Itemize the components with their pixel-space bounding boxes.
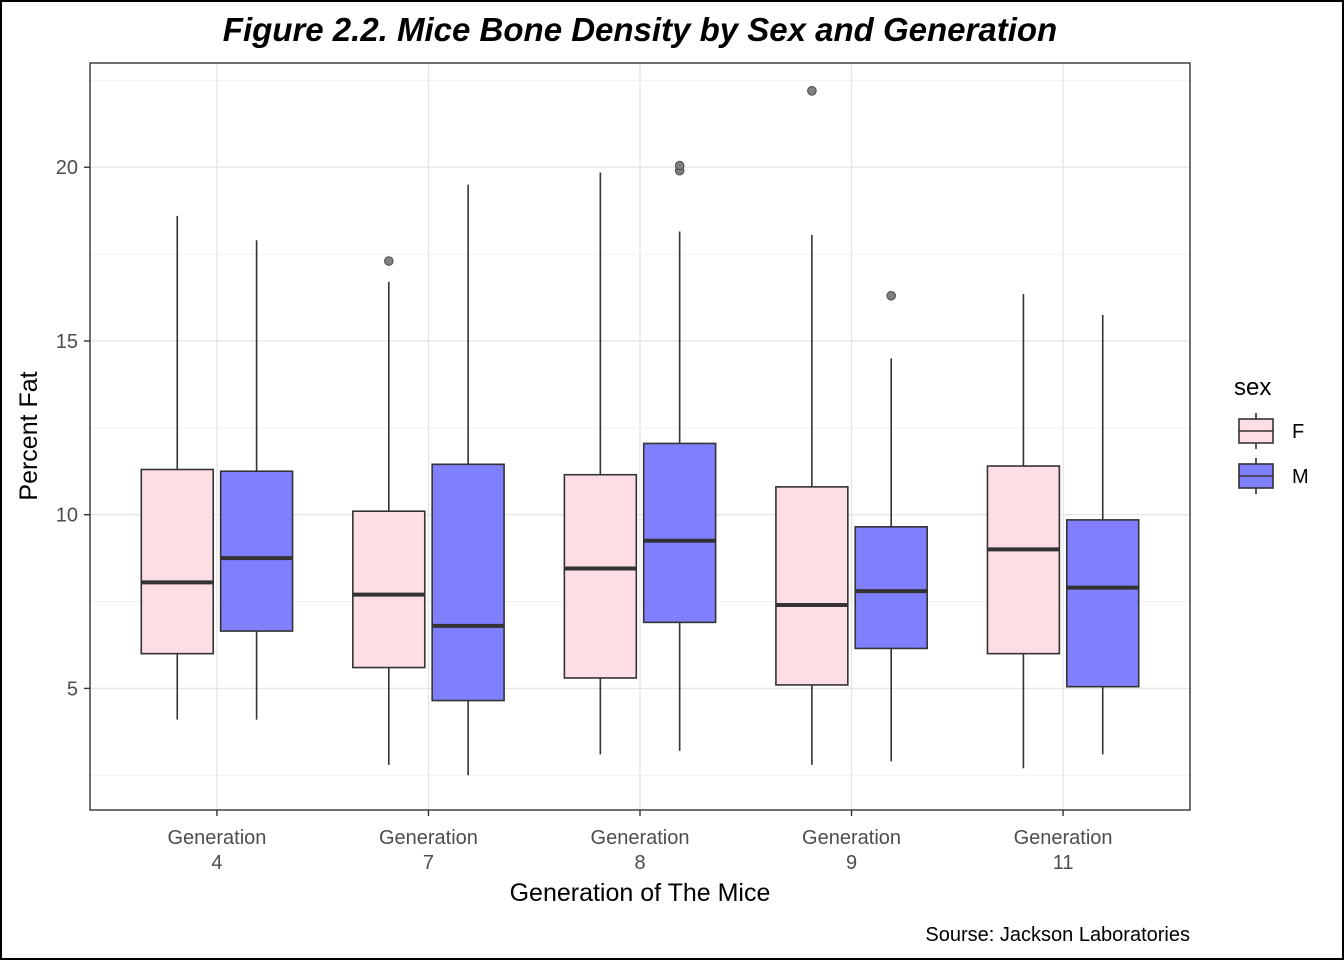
grid-lines (90, 63, 1190, 810)
chart-title: Figure 2.2. Mice Bone Density by Sex and… (223, 11, 1057, 48)
legend-key-F (1238, 413, 1274, 449)
outlier-point (807, 85, 817, 96)
box-iqr (775, 486, 849, 686)
y-axis-title: Percent Fat (15, 371, 43, 500)
y-tick-label: 15 (56, 331, 78, 353)
box-M-2 (431, 184, 505, 776)
x-tick-label-line2: 11 (1053, 852, 1074, 874)
caption: Sourse: Jackson Laboratories (925, 924, 1190, 946)
box-iqr (352, 510, 426, 669)
y-tick-label: 20 (56, 157, 78, 179)
x-axis-title: Generation of The Mice (510, 879, 771, 907)
x-tick-label-line2: 4 (211, 852, 222, 874)
box-iqr (431, 463, 505, 702)
legend-label-F: F (1292, 421, 1304, 443)
box-F-2 (352, 256, 426, 765)
box-F-3 (563, 172, 638, 755)
x-tick-label-line2: 9 (846, 852, 857, 874)
x-tick-label-line2: 7 (423, 852, 434, 874)
box-iqr (563, 473, 638, 679)
legend-label-M: M (1292, 466, 1309, 488)
x-tick-label-line1: Generation (167, 827, 266, 849)
box-iqr (986, 465, 1061, 655)
box-iqr (642, 442, 717, 624)
box-layer (140, 85, 1140, 776)
box-iqr (1065, 519, 1140, 688)
x-tick-label-line1: Generation (379, 827, 478, 849)
box-iqr (140, 468, 215, 655)
box-F-4 (775, 85, 849, 765)
legend: sex F M (1234, 374, 1309, 494)
box-F-1 (140, 215, 215, 720)
outlier-point (674, 160, 685, 171)
x-tick-label-line1: Generation (591, 827, 690, 849)
x-tick-label-line1: Generation (802, 827, 901, 849)
box-M-1 (219, 240, 294, 720)
box-iqr (854, 526, 928, 650)
outlier-point (383, 256, 394, 266)
legend-key-M (1238, 458, 1274, 494)
box-iqr (219, 470, 294, 632)
box-F-5 (986, 294, 1061, 769)
y-tick-label: 10 (56, 505, 78, 527)
box-M-4 (854, 290, 928, 762)
x-tick-label-line1: Generation (1014, 827, 1113, 849)
box-M-5 (1065, 314, 1140, 755)
outlier-point (886, 290, 897, 301)
axes: 5 10 15 20 Generation 4 Generation 7 Generation 8… (56, 157, 1113, 874)
y-tick-label: 5 (67, 678, 78, 700)
box-M-3 (642, 160, 717, 751)
legend-title: sex (1234, 374, 1271, 401)
x-tick-label-line2: 8 (634, 852, 645, 874)
